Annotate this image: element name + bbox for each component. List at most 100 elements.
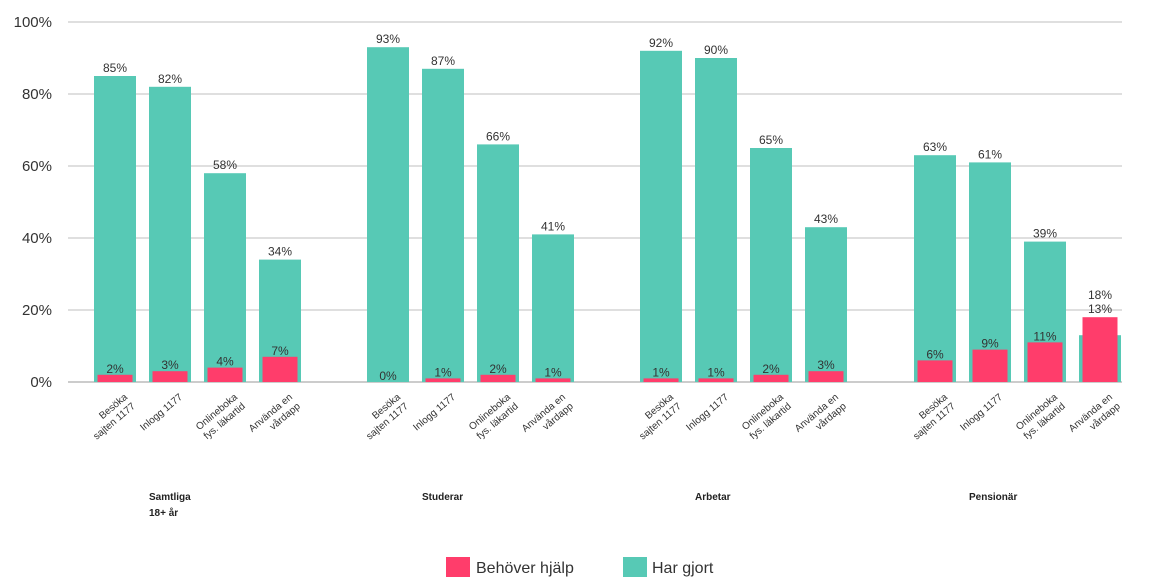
data-label-har-gjort: 92% xyxy=(649,36,673,50)
group-label-line: Samtliga xyxy=(149,492,191,503)
y-tick-label: 80% xyxy=(22,86,52,103)
y-tick-label: 60% xyxy=(22,158,52,175)
data-label-har-gjort: 87% xyxy=(431,54,455,68)
data-label-har-gjort: 39% xyxy=(1033,227,1057,241)
data-label-har-gjort: 43% xyxy=(814,212,838,226)
x-tick-label: Inlogg 1177 xyxy=(138,392,185,434)
bar-har-gjort xyxy=(640,50,682,383)
bar-behover-hjalp xyxy=(698,378,734,382)
x-tick-label: Använda envårdapp xyxy=(793,392,849,444)
bar-behover-hjalp xyxy=(1082,317,1118,382)
data-label-behover-hjalp: 2% xyxy=(762,362,780,376)
group-label: Pensionär xyxy=(969,492,1017,503)
data-label-behover-hjalp: 4% xyxy=(216,355,234,369)
data-label-har-gjort: 82% xyxy=(158,72,182,86)
bar-behover-hjalp xyxy=(917,360,953,382)
legend-swatch xyxy=(623,557,647,577)
data-label-behover-hjalp: 1% xyxy=(544,365,562,379)
x-tick-label: Inlogg 1177 xyxy=(958,392,1005,434)
bar-har-gjort xyxy=(94,76,136,382)
bar-behover-hjalp xyxy=(152,371,188,382)
bar-behover-hjalp xyxy=(808,371,844,382)
bar-behover-hjalp xyxy=(425,378,461,382)
y-tick-label: 20% xyxy=(22,302,52,319)
bar-har-gjort xyxy=(149,86,191,383)
data-label-behover-hjalp: 3% xyxy=(161,358,179,372)
data-label-har-gjort: 65% xyxy=(759,133,783,147)
data-label-har-gjort: 34% xyxy=(268,245,292,259)
data-label-behover-hjalp: 0% xyxy=(379,369,397,383)
y-tick-label: 100% xyxy=(14,14,52,31)
data-label-har-gjort: 85% xyxy=(103,61,127,75)
data-label-behover-hjalp: 1% xyxy=(652,365,670,379)
group-label-line: Pensionär xyxy=(969,492,1017,503)
x-tick-label: Besökasajten 1177 xyxy=(84,392,138,443)
data-label-behover-hjalp: 2% xyxy=(106,362,124,376)
data-label-har-gjort: 63% xyxy=(923,140,947,154)
data-label-har-gjort: 90% xyxy=(704,43,728,57)
bar-har-gjort xyxy=(914,155,956,382)
legend-label: Har gjort xyxy=(652,560,714,577)
bar-behover-hjalp xyxy=(207,367,243,382)
group-label-line: Studerar xyxy=(422,492,463,503)
bar-har-gjort xyxy=(477,144,519,382)
group-label: Studerar xyxy=(422,492,463,503)
x-tick-label: Besökasajten 1177 xyxy=(904,392,958,443)
x-tick-label: Onlinebokafys. läkartid xyxy=(740,392,794,442)
bar-behover-hjalp xyxy=(972,349,1008,382)
data-label-har-gjort: 13% xyxy=(1088,302,1112,316)
y-tick-label: 40% xyxy=(22,230,52,247)
x-tick-label: Onlinebokafys. läkartid xyxy=(194,392,248,442)
bar-har-gjort xyxy=(204,173,246,382)
data-label-har-gjort: 58% xyxy=(213,158,237,172)
data-label-behover-hjalp: 3% xyxy=(817,358,835,372)
bar-har-gjort xyxy=(532,234,574,382)
bar-behover-hjalp xyxy=(753,374,789,382)
group-label-line: Arbetar xyxy=(695,492,731,503)
data-label-behover-hjalp: 1% xyxy=(707,365,725,379)
x-tick-label: Använda envårdapp xyxy=(1067,392,1123,444)
bar-behover-hjalp xyxy=(643,378,679,382)
x-tick-label: Besökasajten 1177 xyxy=(357,392,411,443)
bar-behover-hjalp xyxy=(262,356,298,382)
legend-swatch xyxy=(446,557,470,577)
data-label-behover-hjalp: 6% xyxy=(926,347,944,361)
bar-har-gjort xyxy=(750,148,792,382)
x-tick-label: Inlogg 1177 xyxy=(411,392,458,434)
data-label-har-gjort: 66% xyxy=(486,129,510,143)
x-tick-label-line: Inlogg 1177 xyxy=(684,392,731,434)
bar-har-gjort xyxy=(805,227,847,382)
bar-behover-hjalp xyxy=(97,374,133,382)
x-tick-label: Onlinebokafys. läkartid xyxy=(1014,392,1068,442)
data-label-behover-hjalp: 1% xyxy=(434,365,452,379)
bar-har-gjort xyxy=(695,58,737,382)
group-label: Samtliga 18+ år xyxy=(149,492,191,519)
bar-behover-hjalp xyxy=(535,378,571,382)
x-tick-label: Onlinebokafys. läkartid xyxy=(467,392,521,442)
bar-behover-hjalp xyxy=(480,374,516,382)
x-tick-label: Använda envårdapp xyxy=(247,392,303,444)
group-label: Arbetar xyxy=(695,492,731,503)
x-tick-label-line: Inlogg 1177 xyxy=(138,392,185,434)
x-tick-label: Inlogg 1177 xyxy=(684,392,731,434)
bar-har-gjort xyxy=(367,47,409,382)
y-tick-label: 0% xyxy=(30,374,52,391)
x-tick-label-line: Inlogg 1177 xyxy=(958,392,1005,434)
data-label-behover-hjalp: 18% xyxy=(1088,288,1112,302)
group-label-line: 18+ år xyxy=(149,507,178,519)
x-tick-label: Besökasajten 1177 xyxy=(630,392,684,443)
bar-har-gjort xyxy=(969,162,1011,382)
bar-har-gjort xyxy=(422,68,464,383)
data-label-har-gjort: 41% xyxy=(541,219,565,233)
data-label-behover-hjalp: 7% xyxy=(271,344,289,358)
legend-label: Behöver hjälp xyxy=(476,560,574,577)
data-label-behover-hjalp: 9% xyxy=(981,337,999,351)
data-label-behover-hjalp: 2% xyxy=(489,362,507,376)
x-tick-label-line: Inlogg 1177 xyxy=(411,392,458,434)
data-label-har-gjort: 93% xyxy=(376,32,400,46)
data-label-behover-hjalp: 11% xyxy=(1033,329,1056,343)
data-label-har-gjort: 61% xyxy=(978,147,1002,161)
bar-behover-hjalp xyxy=(1027,342,1063,382)
